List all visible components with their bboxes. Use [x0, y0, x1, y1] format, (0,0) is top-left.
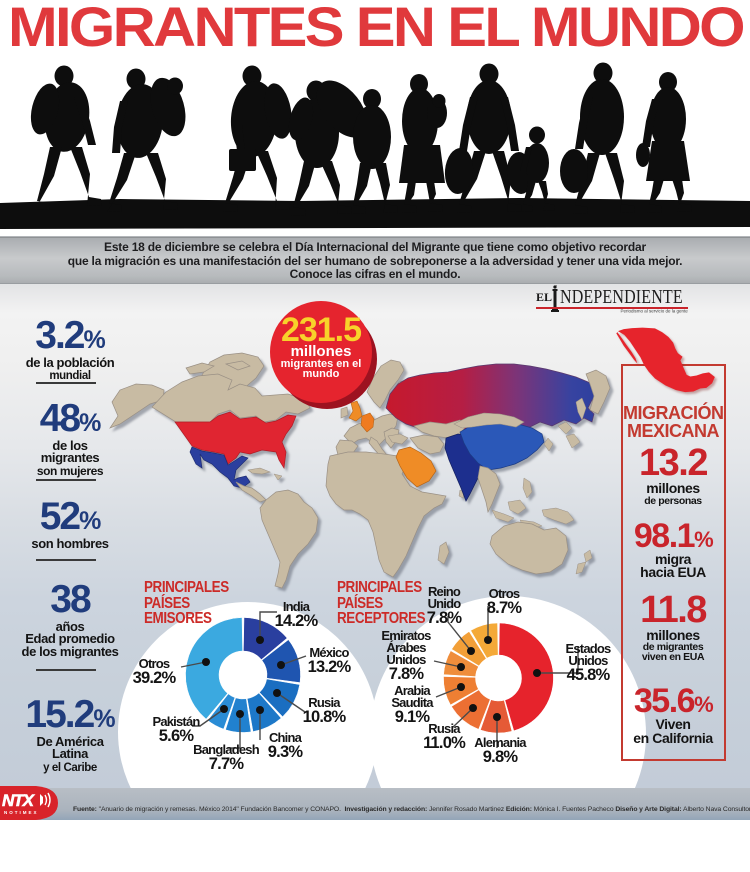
svg-text:NTX: NTX — [2, 791, 36, 810]
svg-text:NOTIMEX: NOTIMEX — [4, 810, 39, 815]
